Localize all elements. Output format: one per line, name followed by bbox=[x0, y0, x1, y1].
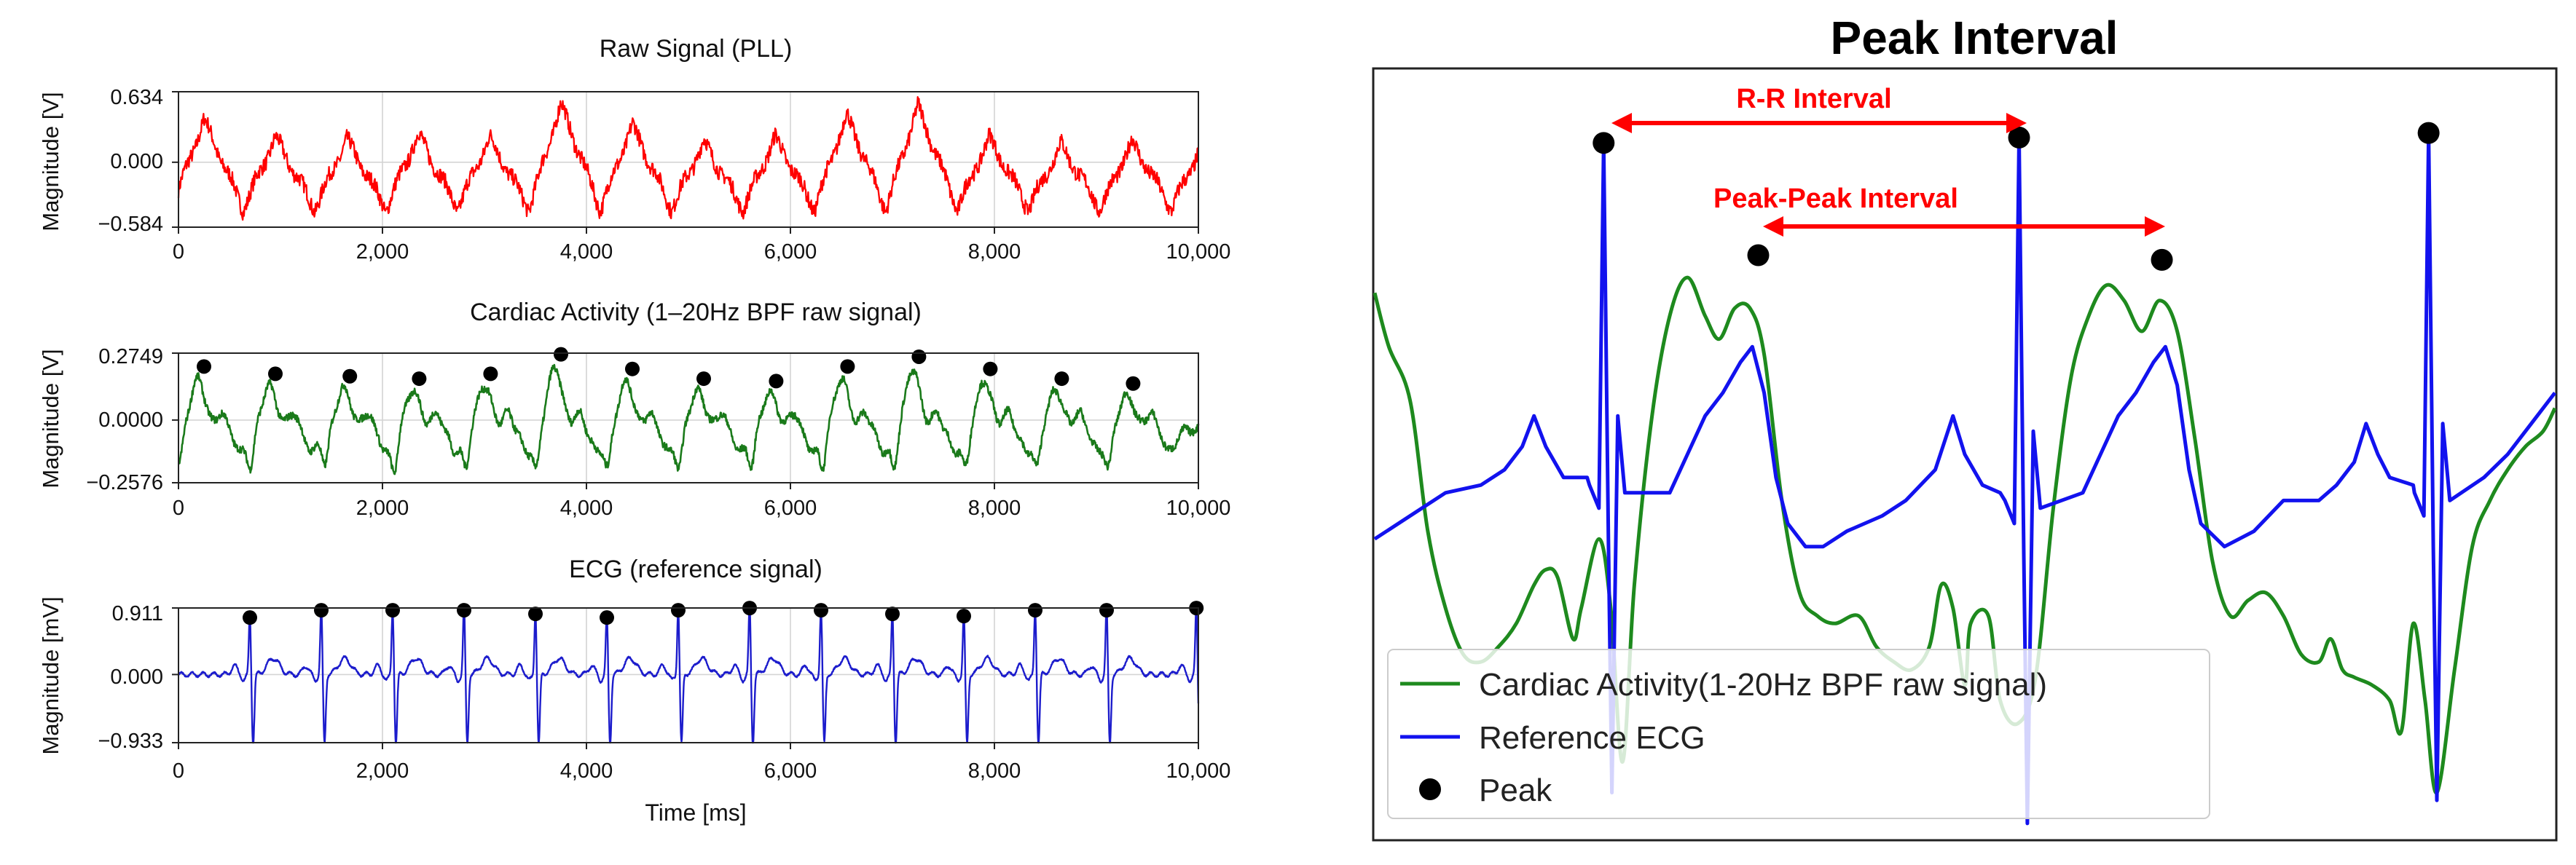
ecg-title: ECG (reference signal) bbox=[569, 556, 822, 583]
peak-markers bbox=[1593, 122, 2440, 271]
legend-label-cardiac: Cardiac Activity(1-20Hz BPF raw signal) bbox=[1479, 667, 2047, 703]
legend-box bbox=[1387, 649, 2210, 819]
cardiac-activity-ytick-label: 0.2749 bbox=[98, 345, 163, 368]
cardiac-activity-chart: Cardiac Activity (1–20Hz BPF raw signal)… bbox=[38, 299, 1230, 520]
cardiac-peak-marker bbox=[769, 374, 784, 389]
rr-interval-arrow bbox=[1611, 113, 2027, 133]
ecg-ytick-label: 0.000 bbox=[110, 665, 163, 689]
ecg-peak-marker bbox=[314, 603, 329, 618]
raw-signal-xtick-label: 6,000 bbox=[764, 240, 817, 264]
ecg-ytick-label: 0.911 bbox=[112, 602, 163, 625]
peak-peak-interval-label: Peak-Peak Interval bbox=[1713, 183, 1958, 214]
cardiac-peak-marker bbox=[268, 366, 283, 382]
ecg-axes-frame bbox=[178, 607, 1199, 743]
peak-interval-chart: Peak Interval R-R Interval Peak-Peak Int… bbox=[1372, 12, 2558, 842]
raw-signal-line bbox=[177, 96, 1199, 221]
ecg-line bbox=[178, 607, 1200, 744]
ecg-peak-marker bbox=[457, 603, 471, 618]
ecg-peak-marker bbox=[671, 603, 686, 618]
legend: Cardiac Activity(1-20Hz BPF raw signal) … bbox=[1387, 649, 2210, 819]
ecg-xtick-label: 0 bbox=[173, 759, 184, 783]
ecg-peak-marker bbox=[600, 610, 614, 625]
raw-signal-xtick-label: 2,000 bbox=[356, 240, 409, 264]
ecg-xlabel: Time [ms] bbox=[645, 799, 746, 826]
cardiac-activity-xtick-label: 4,000 bbox=[560, 497, 613, 520]
ecg-peak-marker bbox=[814, 603, 828, 618]
cardiac-activity-ylabel: Magnitude [V] bbox=[38, 349, 63, 488]
raw-signal-xtick-label: 0 bbox=[173, 240, 184, 264]
ecg-xtick-label: 8,000 bbox=[968, 759, 1021, 783]
cardiac-activity-title: Cardiac Activity (1–20Hz BPF raw signal) bbox=[470, 299, 922, 326]
cardiac-peak-marker bbox=[1126, 376, 1141, 391]
ecg-xtick-label: 2,000 bbox=[356, 759, 409, 783]
legend-swatch-peak bbox=[1419, 778, 1441, 800]
cardiac-peak-marker bbox=[197, 359, 211, 374]
reference-ecg-curve bbox=[1373, 131, 2556, 826]
cardiac-peak-marker bbox=[554, 347, 568, 362]
cardiac-activity-peaks bbox=[197, 347, 1141, 391]
ecg-peak-marker bbox=[1099, 603, 1114, 618]
ecg-chart: ECG (reference signal) Magnitude [mV] 0.… bbox=[38, 556, 1230, 826]
cardiac-activity-xtick-label: 6,000 bbox=[764, 497, 817, 520]
cardiac-activity-xtick-label: 2,000 bbox=[356, 497, 409, 520]
ecg-xtick-label: 4,000 bbox=[560, 759, 613, 783]
raw-signal-chart: Raw Signal (PLL) Magnitude [V] 0.634 0.0… bbox=[38, 35, 1230, 264]
cardiac-peak-marker bbox=[412, 371, 427, 387]
raw-signal-ytick-label: 0.634 bbox=[110, 86, 163, 109]
cardiac-peak-marker bbox=[483, 366, 498, 382]
ecg-xtick-label: 10,000 bbox=[1166, 759, 1231, 783]
cardiac-peak-marker bbox=[911, 349, 927, 364]
raw-signal-title: Raw Signal (PLL) bbox=[600, 35, 793, 63]
cardiac-peak-marker bbox=[342, 368, 358, 384]
cardiac-activity-ytick-label: 0.0000 bbox=[98, 408, 163, 432]
cardiac-peak-marker bbox=[983, 361, 998, 376]
peak-marker bbox=[2008, 126, 2030, 149]
cardiac-activity-line bbox=[177, 363, 1200, 475]
ecg-peak-marker bbox=[385, 603, 400, 618]
raw-signal-axes-frame bbox=[178, 91, 1199, 228]
peak-marker bbox=[2417, 122, 2440, 144]
raw-signal-xtick-label: 10,000 bbox=[1166, 240, 1231, 264]
raw-signal-xtick-label: 8,000 bbox=[968, 240, 1021, 264]
cardiac-peak-marker bbox=[840, 359, 855, 374]
peak-marker bbox=[1593, 132, 1615, 154]
ecg-peak-marker bbox=[1028, 603, 1042, 618]
ecg-peak-marker bbox=[957, 609, 971, 624]
ecg-xtick-label: 6,000 bbox=[764, 759, 817, 783]
cardiac-activity-xtick-label: 0 bbox=[173, 497, 184, 520]
peak-marker bbox=[1747, 244, 1770, 266]
peak-peak-interval-arrow bbox=[1763, 216, 2165, 237]
raw-signal-ytick-label: 0.000 bbox=[110, 150, 163, 173]
ecg-peak-marker bbox=[528, 607, 543, 622]
raw-signal-xtick-label: 4,000 bbox=[560, 240, 613, 264]
raw-signal-ylabel: Magnitude [V] bbox=[38, 92, 63, 231]
ecg-ylabel: Magnitude [mV] bbox=[38, 596, 63, 754]
ecg-peak-marker bbox=[885, 607, 900, 622]
cardiac-peak-marker bbox=[625, 361, 640, 376]
legend-label-peak: Peak bbox=[1479, 773, 1552, 808]
ecg-peak-marker bbox=[243, 610, 257, 625]
cardiac-peak-marker bbox=[1054, 371, 1069, 387]
cardiac-peak-marker bbox=[696, 371, 711, 387]
cardiac-activity-ytick-label: −0.2576 bbox=[86, 471, 163, 494]
legend-label-ecg: Reference ECG bbox=[1479, 720, 1705, 756]
raw-signal-ytick-label: −0.584 bbox=[98, 213, 163, 236]
cardiac-activity-xtick-label: 10,000 bbox=[1166, 497, 1231, 520]
ecg-ytick-label: −0.933 bbox=[98, 730, 163, 753]
cardiac-activity-axes-frame bbox=[178, 352, 1199, 483]
cardiac-activity-xtick-label: 8,000 bbox=[968, 497, 1021, 520]
peak-interval-title: Peak Interval bbox=[1831, 12, 2118, 64]
rr-interval-label: R-R Interval bbox=[1736, 84, 1891, 114]
peak-marker bbox=[2151, 248, 2173, 271]
